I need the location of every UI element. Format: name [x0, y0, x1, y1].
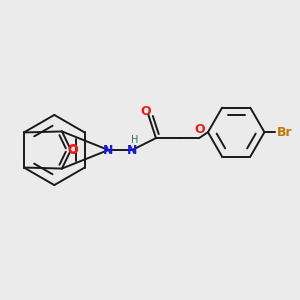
Text: O: O — [140, 105, 151, 118]
Text: Br: Br — [277, 126, 292, 139]
Text: O: O — [67, 144, 78, 157]
Text: O: O — [194, 123, 205, 136]
Text: N: N — [103, 143, 114, 157]
Text: H: H — [131, 136, 139, 146]
Text: N: N — [127, 143, 137, 157]
Text: O: O — [67, 143, 78, 156]
